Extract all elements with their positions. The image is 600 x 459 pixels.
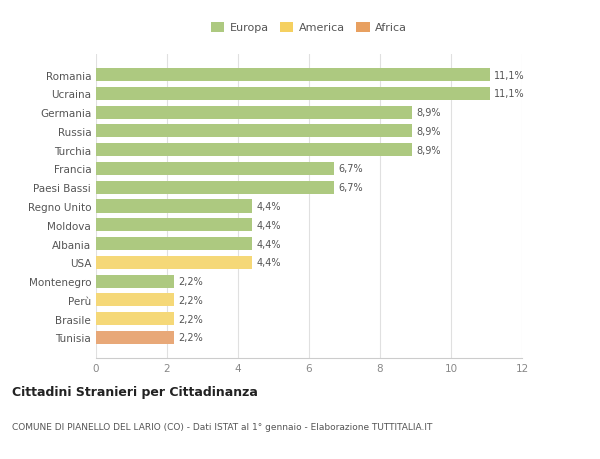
Text: 8,9%: 8,9% (416, 108, 441, 118)
Text: 4,4%: 4,4% (256, 220, 281, 230)
Bar (96, 162, 334, 176)
Text: 4,4%: 4,4% (256, 239, 281, 249)
Bar (96, 106, 412, 119)
Bar (96, 181, 334, 194)
Bar (96, 219, 252, 232)
Text: 8,9%: 8,9% (416, 146, 441, 155)
Bar (96, 294, 174, 307)
Text: 6,7%: 6,7% (338, 183, 363, 193)
Bar (96, 331, 174, 344)
Text: 4,4%: 4,4% (256, 202, 281, 212)
Bar (96, 200, 252, 213)
Bar (96, 275, 174, 288)
Text: 4,4%: 4,4% (256, 258, 281, 268)
Text: 11,1%: 11,1% (494, 70, 525, 80)
Text: 2,2%: 2,2% (178, 314, 203, 324)
Text: 6,7%: 6,7% (338, 164, 363, 174)
Bar (96, 256, 252, 269)
Bar (96, 144, 412, 157)
Text: 2,2%: 2,2% (178, 333, 203, 343)
Bar (96, 88, 490, 101)
Text: Cittadini Stranieri per Cittadinanza: Cittadini Stranieri per Cittadinanza (12, 386, 258, 398)
Text: COMUNE DI PIANELLO DEL LARIO (CO) - Dati ISTAT al 1° gennaio - Elaborazione TUTT: COMUNE DI PIANELLO DEL LARIO (CO) - Dati… (12, 422, 433, 431)
Bar (96, 237, 252, 251)
Bar (96, 125, 412, 138)
Text: 2,2%: 2,2% (178, 276, 203, 286)
Text: 8,9%: 8,9% (416, 127, 441, 137)
Text: 11,1%: 11,1% (494, 89, 525, 99)
Legend: Europa, America, Africa: Europa, America, Africa (206, 18, 412, 38)
Bar (96, 313, 174, 325)
Bar (96, 69, 490, 82)
Text: 2,2%: 2,2% (178, 295, 203, 305)
